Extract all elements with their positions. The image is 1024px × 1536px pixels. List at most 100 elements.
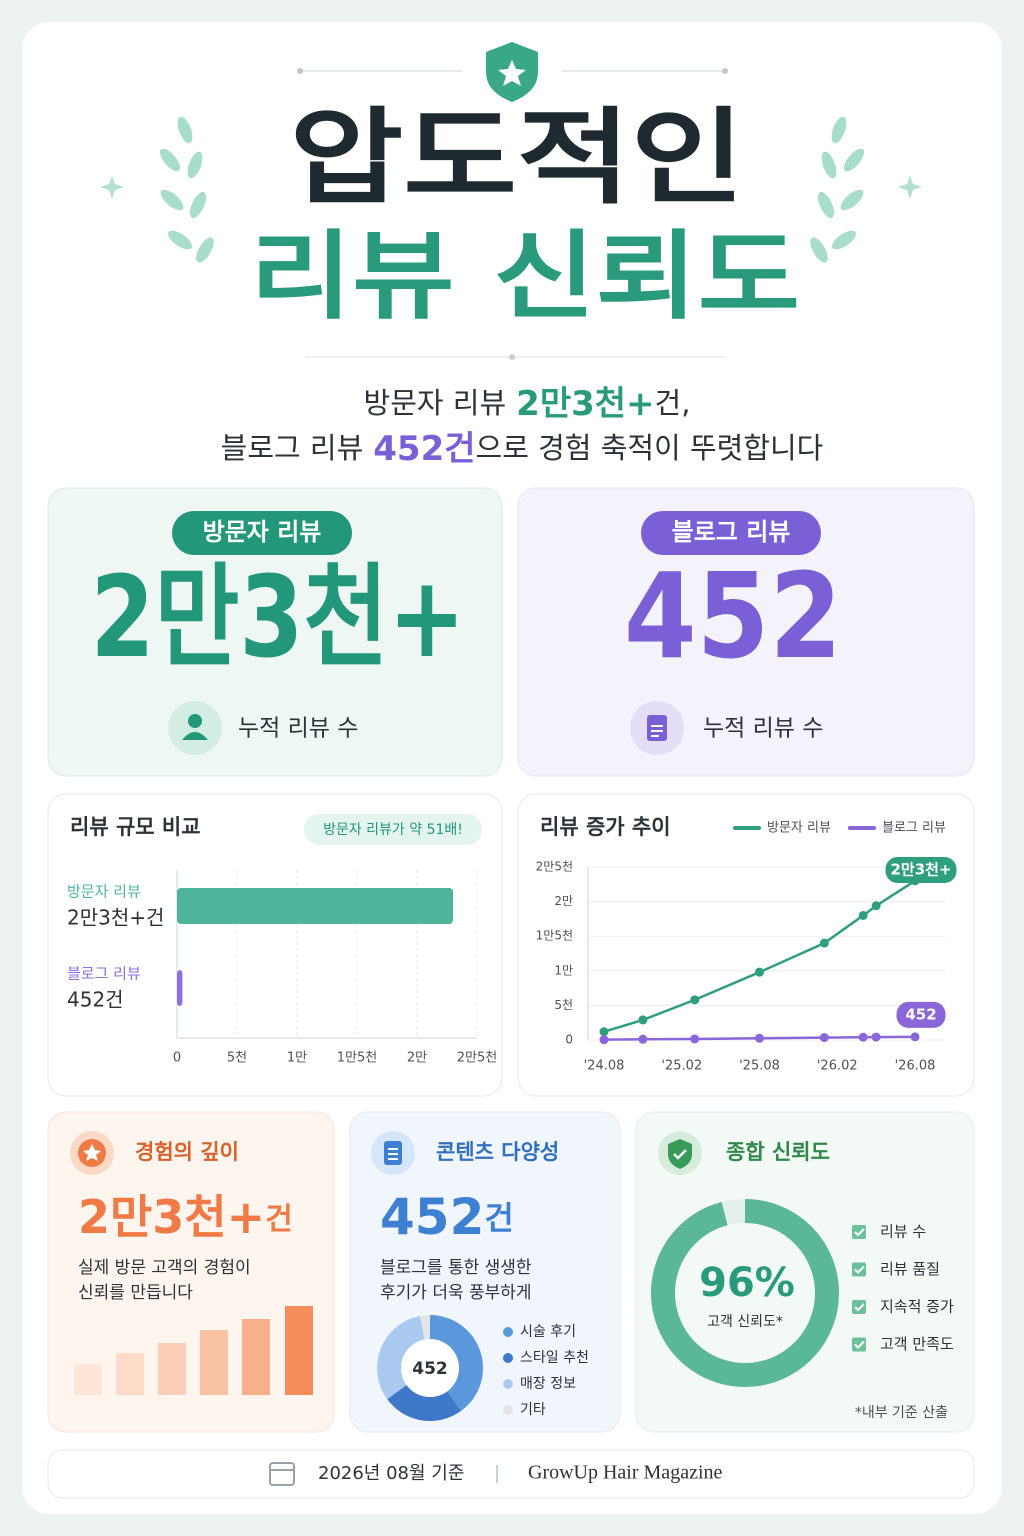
point (819, 1033, 829, 1043)
chart-card (517, 793, 975, 1097)
bar (177, 970, 183, 1006)
point (910, 1032, 920, 1042)
summary-line2: 블로그 리뷰 452건으로 경험 축적이 뚜렷합니다 (221, 429, 824, 469)
icon (388, 1148, 398, 1160)
checkbox (852, 1337, 866, 1352)
point (871, 1032, 881, 1042)
legend-dot (503, 1327, 513, 1337)
center-label: 452 (412, 1359, 448, 1379)
deco-bar (116, 1353, 144, 1395)
bar (177, 888, 453, 924)
value: 452 (380, 1188, 484, 1246)
point (638, 1015, 648, 1025)
badge (172, 511, 352, 555)
value-label: 2만3천+건 (67, 906, 164, 930)
point (599, 1035, 609, 1045)
stat-value: 2만3천+ (91, 553, 466, 683)
footer-date: 2026년 08월 기준 (318, 1463, 464, 1484)
legend-label: 블로그 리뷰 (882, 821, 946, 836)
x-tick-label: '24.08 (584, 1059, 625, 1074)
deco-bar (158, 1343, 186, 1395)
chart-card (47, 793, 503, 1097)
summary-line1: 방문자 리뷰 2만3천+건, (364, 384, 691, 424)
point (638, 1034, 648, 1044)
card-desc: 블로그를 통한 생생한 (380, 1258, 532, 1278)
pie-hole (401, 1339, 459, 1397)
summary-text: 으로 경험 축적이 뚜렷합니다 (476, 431, 824, 465)
unit: 건 (265, 1202, 293, 1237)
x-tick-label: '26.08 (895, 1059, 936, 1074)
sparkle (100, 175, 124, 199)
stat-value: 452 (624, 547, 842, 685)
deco-dot (722, 68, 728, 74)
pie-segment (420, 1315, 430, 1340)
checklist-item: 고객 만족도 (880, 1335, 954, 1353)
deco-bar (200, 1330, 228, 1395)
badge-text: 블로그 리뷰 (672, 518, 791, 546)
unit: 건 (484, 1199, 513, 1237)
card-value: 452건 (380, 1188, 514, 1246)
doc-icon (651, 725, 663, 737)
y-tick-label: 2만5천 (536, 859, 573, 874)
doc-icon (647, 715, 667, 741)
x-tick-label: 2만 (407, 1051, 427, 1066)
deco-bars (74, 1306, 313, 1395)
checklist-item: 지속적 증가 (880, 1298, 954, 1316)
checkmark (854, 1340, 865, 1349)
point (755, 1033, 764, 1043)
y-tick-label: 5천 (554, 997, 573, 1012)
checkmark (854, 1303, 865, 1312)
summary-highlight: 452건 (373, 429, 475, 469)
summary-text: 건, (655, 386, 691, 420)
x-tick-label: 1만5천 (337, 1051, 377, 1066)
point (755, 967, 764, 977)
laurel-right (810, 116, 865, 263)
card-title: 경험의 깊이 (135, 1140, 239, 1164)
legend-label: 스타일 추천 (520, 1350, 589, 1366)
x-tick-label: 5천 (227, 1051, 247, 1066)
x-tick-label: 2만5천 (457, 1051, 497, 1066)
detail-card (635, 1111, 975, 1433)
point (858, 1032, 868, 1042)
card-value: 2만3천+건 (78, 1190, 293, 1244)
stat-card (517, 487, 975, 777)
value-label: 452건 (67, 988, 124, 1012)
gauge: 96% 고객 신뢰도* (650, 1199, 839, 1387)
stat-caption: 누적 리뷰 수 (703, 716, 823, 742)
legend-dot (503, 1405, 513, 1415)
pie-segment (377, 1315, 425, 1400)
y-tick-label: 1만 (554, 963, 573, 977)
line-chart: 0 5천 1만 1만5천 2만 2만5천 '24.08 '25.02 '25.08 '26.02 '… (536, 821, 957, 1074)
user-icon (182, 732, 208, 740)
star-icon (83, 1144, 101, 1161)
calendar-icon (269, 1462, 295, 1486)
title-line1: 압도적인 (290, 96, 745, 218)
user-icon (188, 714, 202, 728)
point (690, 1034, 700, 1044)
card-desc: 신뢰를 만듭니다 (78, 1283, 193, 1303)
pie-segment (430, 1315, 483, 1411)
deco-dot (509, 354, 515, 360)
title-line2: 리뷰 신뢰도 (250, 220, 800, 332)
summary-text: 블로그 리뷰 (221, 431, 364, 465)
stat-caption: 누적 리뷰 수 (238, 716, 358, 742)
checkbox (852, 1262, 866, 1277)
footer-brand: GrowUp Hair Magazine (528, 1462, 722, 1484)
legend-label: 매장 정보 (520, 1376, 576, 1392)
footnote: *내부 기준 산출 (855, 1405, 948, 1421)
annotation: 방문자 리뷰가 약 51배! (323, 822, 463, 838)
point (819, 938, 829, 948)
x-tick-label: '25.08 (739, 1059, 780, 1074)
sparkle (898, 175, 922, 199)
check-icon (673, 1149, 687, 1160)
card-desc: 후기가 더욱 풍부하게 (380, 1283, 532, 1303)
value-label: 2만3천+ (890, 861, 951, 879)
legend-label: 기타 (520, 1402, 546, 1418)
laurel-left (159, 116, 214, 263)
category-label: 블로그 리뷰 (67, 965, 141, 983)
stat-card (47, 487, 503, 777)
